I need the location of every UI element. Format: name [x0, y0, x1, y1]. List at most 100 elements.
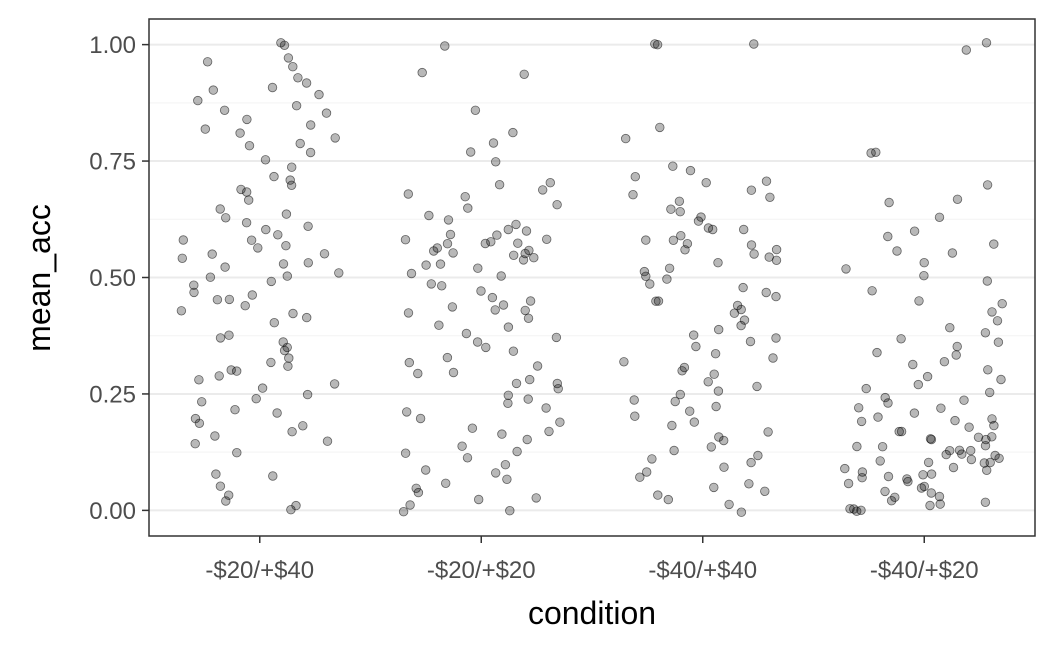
data-point [982, 276, 993, 286]
data-point [948, 462, 959, 473]
data-point [894, 426, 904, 437]
data-point [424, 210, 434, 221]
data-point [279, 345, 290, 356]
data-point [979, 458, 990, 468]
data-point [421, 260, 431, 270]
data-point [703, 377, 713, 387]
data-point [553, 384, 563, 394]
data-point [919, 258, 929, 268]
data-point [303, 221, 313, 232]
data-point [223, 490, 234, 500]
data-point [544, 426, 554, 437]
data-point [989, 420, 999, 431]
data-point [552, 199, 562, 210]
data-point [251, 394, 261, 404]
data-point [457, 441, 467, 451]
data-point [852, 441, 862, 452]
data-point [286, 180, 297, 191]
data-point [689, 417, 700, 427]
data-point [765, 192, 775, 203]
data-point [273, 230, 283, 240]
data-point [404, 357, 415, 368]
data-point [918, 470, 928, 480]
data-point [403, 308, 414, 318]
data-point [189, 287, 199, 298]
data-point [945, 323, 955, 333]
data-point [523, 394, 533, 404]
data-point [415, 413, 426, 424]
data-point [511, 219, 521, 230]
data-point [714, 324, 724, 335]
data-point [426, 279, 437, 289]
data-point [892, 246, 902, 256]
data-point [434, 320, 444, 330]
data-point [719, 435, 729, 446]
data-point [896, 426, 907, 437]
data-point [208, 85, 219, 95]
data-point [959, 395, 969, 405]
data-point [480, 238, 491, 249]
data-point [670, 396, 680, 407]
data-point [440, 41, 450, 51]
data-point [896, 334, 906, 344]
data-point [619, 357, 629, 367]
data-point [329, 379, 340, 389]
data-point [491, 157, 501, 167]
data-point [982, 465, 992, 476]
data-point [935, 499, 945, 509]
data-point [447, 302, 458, 312]
data-point [432, 243, 443, 253]
data-point [205, 272, 216, 282]
data-point [973, 432, 984, 443]
data-point [303, 258, 314, 268]
data-point [524, 245, 534, 256]
data-point [886, 496, 897, 506]
x-axis: -$20/+$40 -$20/+$20 -$40/+$40 -$40/+$20 [205, 536, 979, 584]
data-point [512, 446, 522, 457]
data-point [714, 432, 724, 442]
data-point [305, 147, 316, 158]
data-point [934, 212, 945, 223]
data-point [545, 177, 556, 188]
data-point [494, 179, 505, 190]
data-point [641, 235, 651, 245]
data-point [746, 457, 756, 468]
data-point [738, 282, 748, 293]
data-point [760, 486, 770, 497]
data-point [691, 341, 701, 352]
data-point [877, 442, 888, 452]
data-point [680, 245, 690, 255]
data-point [663, 494, 674, 505]
data-point [555, 417, 565, 427]
data-point [532, 361, 543, 371]
data-point [925, 434, 936, 444]
data-point [462, 453, 473, 463]
data-point [224, 330, 234, 340]
data-point [502, 474, 512, 485]
data-point [220, 262, 230, 272]
data-point [628, 189, 638, 200]
data-point [491, 468, 501, 478]
data-point [448, 367, 459, 378]
grid-lines [149, 43, 1035, 512]
data-point [487, 292, 498, 303]
data-point [261, 224, 271, 235]
data-point [518, 255, 529, 265]
data-point [745, 336, 756, 347]
data-point [441, 478, 451, 489]
data-point [749, 39, 759, 49]
data-point [230, 405, 240, 415]
data-point [219, 105, 230, 116]
data-point [668, 235, 679, 246]
data-point [193, 95, 203, 106]
data-point [710, 349, 721, 359]
data-point [903, 476, 913, 487]
data-point [739, 224, 749, 235]
data-point [508, 346, 519, 356]
data-point [875, 456, 885, 466]
data-point [919, 481, 930, 492]
data-point [992, 316, 1003, 326]
data-point [951, 350, 961, 360]
data-point [736, 507, 747, 517]
data-point [505, 506, 515, 516]
